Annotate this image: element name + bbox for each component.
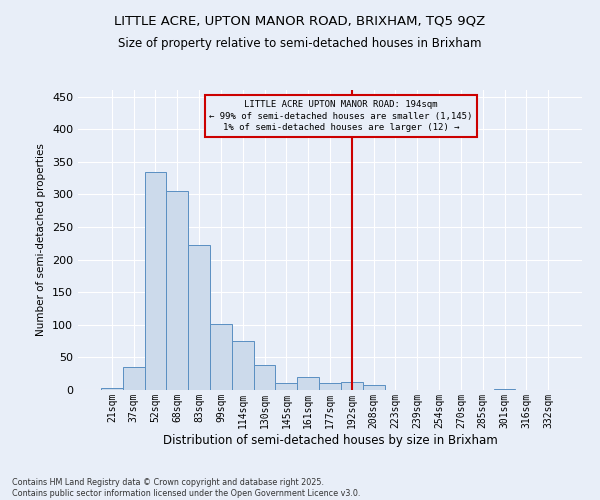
Bar [297, 377, 319, 390]
Bar [188, 244, 210, 390]
Text: LITTLE ACRE, UPTON MANOR ROAD, BRIXHAM, TQ5 9QZ: LITTLE ACRE, UPTON MANOR ROAD, BRIXHAM, … [115, 15, 485, 28]
Bar [145, 172, 166, 390]
Bar [319, 383, 341, 390]
Bar [275, 384, 297, 390]
Bar [232, 341, 254, 390]
Bar [254, 365, 275, 390]
Text: Size of property relative to semi-detached houses in Brixham: Size of property relative to semi-detach… [118, 38, 482, 51]
Bar [341, 382, 363, 390]
Bar [101, 388, 123, 390]
Bar [363, 386, 385, 390]
Y-axis label: Number of semi-detached properties: Number of semi-detached properties [37, 144, 46, 336]
Bar [210, 324, 232, 390]
Text: Contains HM Land Registry data © Crown copyright and database right 2025.
Contai: Contains HM Land Registry data © Crown c… [12, 478, 361, 498]
Bar [166, 191, 188, 390]
X-axis label: Distribution of semi-detached houses by size in Brixham: Distribution of semi-detached houses by … [163, 434, 497, 446]
Bar [123, 367, 145, 390]
Bar [494, 388, 515, 390]
Text: LITTLE ACRE UPTON MANOR ROAD: 194sqm
← 99% of semi-detached houses are smaller (: LITTLE ACRE UPTON MANOR ROAD: 194sqm ← 9… [209, 100, 473, 132]
